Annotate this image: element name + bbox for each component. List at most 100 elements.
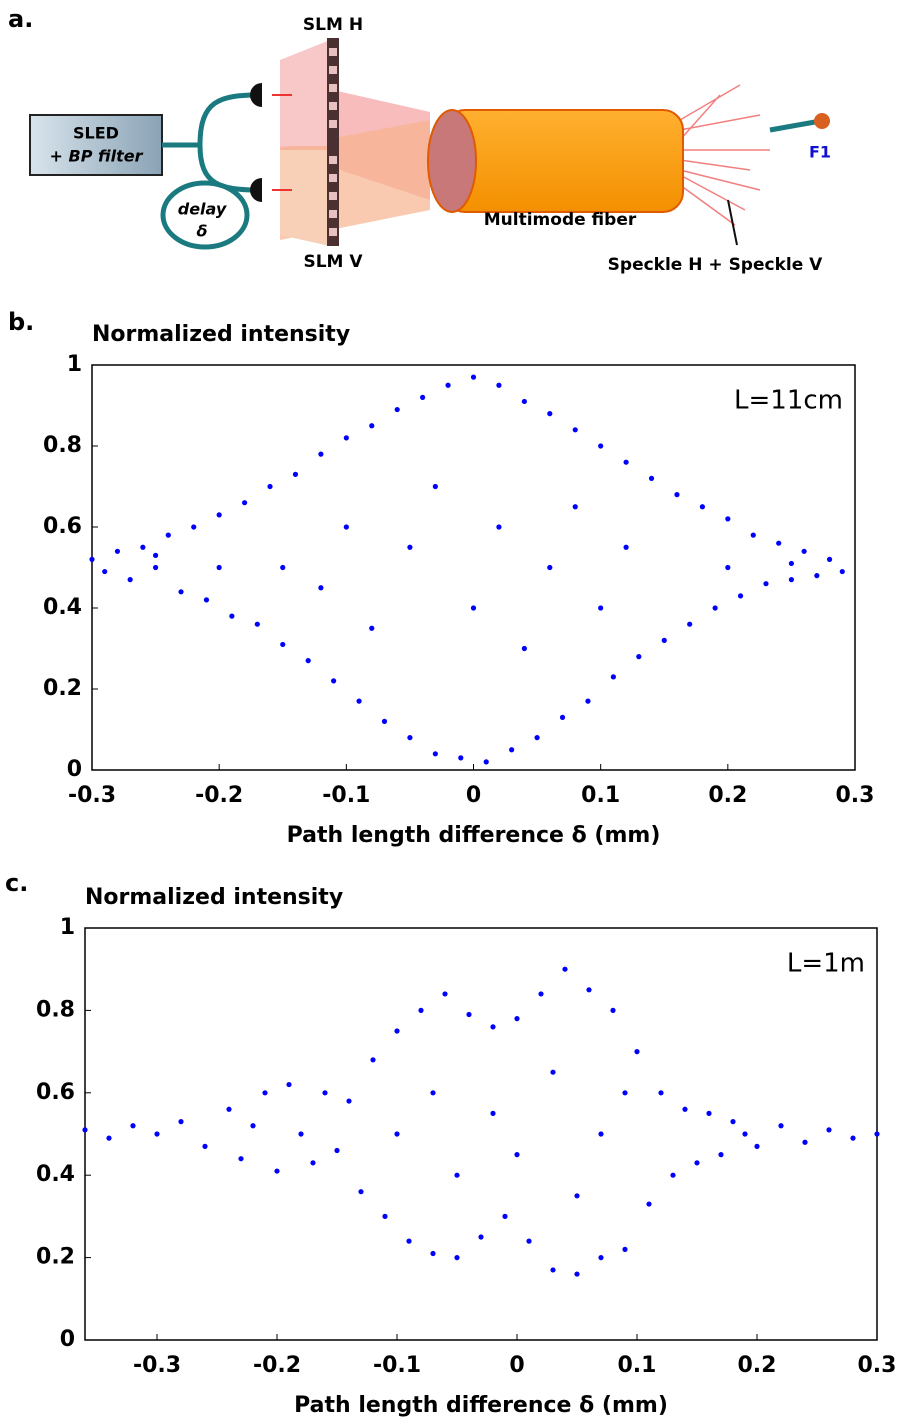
detector-arm [769,119,816,133]
point [826,1127,832,1133]
point [191,524,197,530]
point [106,1135,112,1141]
delay-loop [160,180,250,250]
point [648,475,655,481]
delta-label: δ [197,222,208,241]
point [292,471,299,477]
point [526,1238,532,1244]
point [203,597,210,603]
point [550,1069,556,1075]
x-tick-label: -0.1 [373,1353,421,1378]
point [178,1119,184,1125]
x-tick-label: 0 [509,1353,524,1378]
chart-title: Normalized intensity [85,885,343,910]
point [547,564,553,571]
point [114,548,121,554]
point [788,560,795,567]
x-tick-label: 0.1 [618,1353,657,1378]
point [674,492,680,498]
point [274,1168,280,1174]
point [737,593,744,599]
speckle-rays [679,84,770,226]
point [454,1172,460,1178]
point [801,548,807,554]
point [502,1213,508,1219]
multimode-fiber [444,109,684,213]
panel-label: a. [8,5,33,33]
point [718,1152,724,1158]
point [216,512,222,518]
point [254,621,260,627]
point [496,524,502,530]
point [538,991,544,997]
point [850,1135,856,1141]
point [670,1172,676,1178]
point [370,1057,376,1063]
filter-label: + BP filter [50,147,144,166]
chart-title: Normalized intensity [92,322,350,347]
point [470,374,477,380]
point [598,1255,604,1261]
point [574,1193,580,1199]
sled-box [29,114,163,176]
point [82,1127,88,1133]
point [202,1143,208,1149]
point [470,605,477,611]
point [610,1007,616,1014]
point [776,540,782,546]
point [89,556,95,563]
point [572,504,578,510]
point [585,698,591,704]
y-tick-label: 0.2 [43,676,82,701]
point [343,524,349,530]
fiber-face [427,109,477,213]
point [521,645,527,652]
y-tick-label: 0.6 [43,514,82,539]
point [442,991,448,997]
point [598,1131,604,1137]
point [242,500,248,506]
point [140,544,146,550]
point [127,577,133,583]
panel-label: b. [8,308,34,336]
point [445,382,451,388]
point [238,1156,244,1162]
sled-label: SLED [73,124,119,143]
point [478,1234,484,1240]
point [814,573,820,579]
point [622,1246,628,1252]
beam-h-in [280,40,330,146]
point [432,751,438,757]
point [216,564,222,571]
y-tick-label: 0.2 [36,1245,75,1270]
point [358,1189,364,1195]
point [280,641,286,648]
point [418,1007,424,1014]
x-tick-label: -0.1 [322,783,370,808]
x-tick-label: 0 [466,783,481,808]
point [598,605,604,611]
point [381,718,388,725]
y-tick-label: 0.6 [36,1080,75,1105]
point [725,564,731,571]
point [250,1123,256,1129]
point [432,483,438,490]
point [763,581,769,587]
point [226,1106,232,1112]
point [623,459,629,465]
point [298,1131,304,1137]
slm-v-label: SLM V [303,252,363,272]
x-tick-label: -0.3 [68,783,116,808]
point [483,759,489,765]
point [636,654,642,660]
x-tick-label: 0.3 [836,783,875,808]
point [152,564,159,571]
point [802,1139,808,1145]
point [280,564,286,571]
point [267,483,273,490]
fiber-label: Multimode fiber [484,210,637,230]
point [742,1131,748,1137]
detector-label: F1 [809,143,831,162]
x-tick-label: 0.1 [581,783,620,808]
